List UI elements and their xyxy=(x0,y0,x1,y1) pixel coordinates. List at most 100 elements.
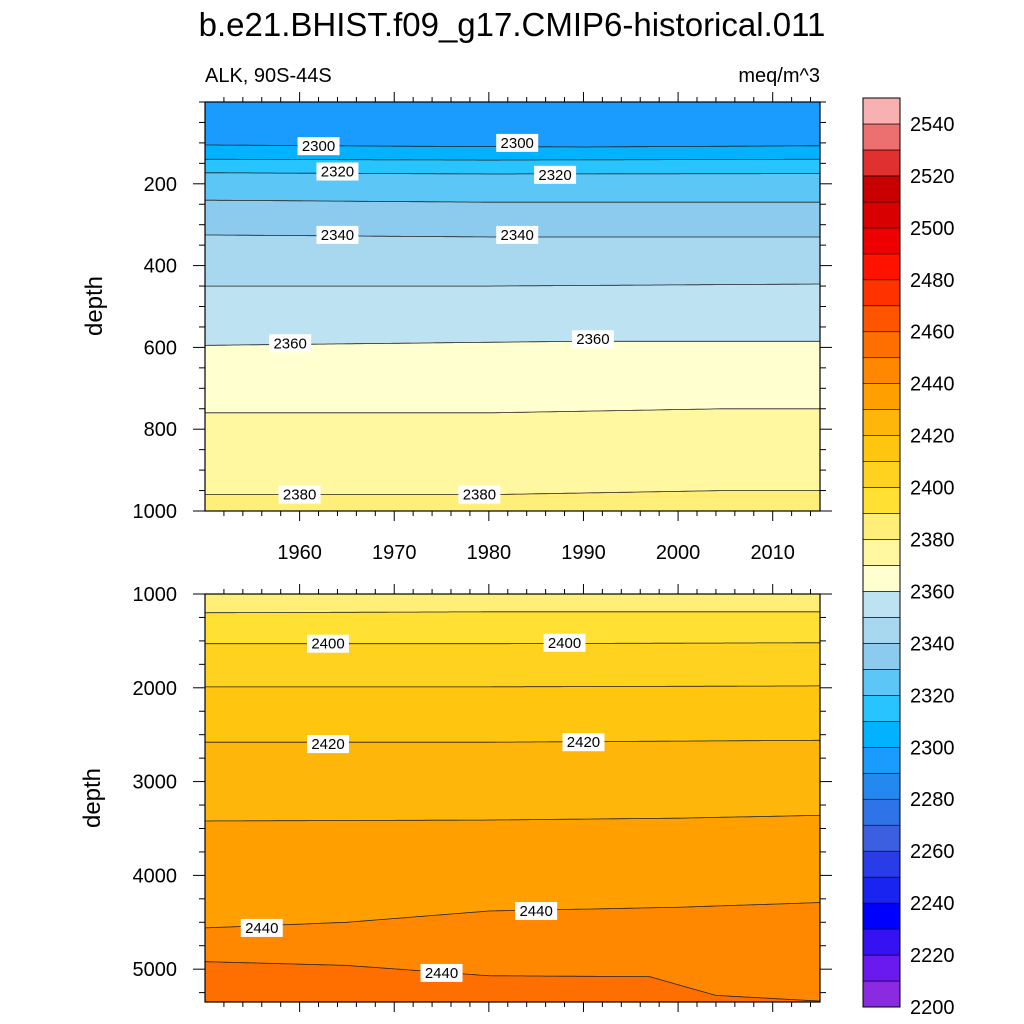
colorbar-tick-label: 2380 xyxy=(910,530,955,552)
contour-label: 2440 xyxy=(420,963,463,982)
colorbar-swatch xyxy=(862,669,901,696)
svg-text:2440: 2440 xyxy=(425,965,458,982)
colorbar-tick-label: 2540 xyxy=(910,114,955,136)
units-label: meq/m^3 xyxy=(738,65,820,87)
colorbar-swatch xyxy=(862,746,901,774)
colorbar-swatch xyxy=(862,772,901,800)
svg-text:2420: 2420 xyxy=(311,736,344,753)
colorbar-tick-label: 2500 xyxy=(910,218,955,240)
contour-label: 2440 xyxy=(240,918,283,937)
svg-text:2440: 2440 xyxy=(519,903,552,920)
colorbar-swatch xyxy=(862,331,901,359)
y-tick-label: 600 xyxy=(144,337,177,359)
contour-label: 2340 xyxy=(316,225,359,244)
colorbar-tick-label: 2200 xyxy=(910,997,955,1019)
y-tick-label: 3000 xyxy=(133,772,178,794)
colorbar-swatch xyxy=(862,876,901,904)
colorbar-swatch xyxy=(862,954,901,982)
colorbar-swatch xyxy=(862,461,901,488)
colorbar-tick-label: 2260 xyxy=(910,841,955,863)
colorbar-swatch xyxy=(862,539,901,566)
contour-label: 2300 xyxy=(496,133,539,152)
lower-contour-panel: 2400 2400 2420 2420 2440 2440 2440 1000 2000 3000… xyxy=(133,584,832,1012)
left-subtitle: ALK, 90S-44S xyxy=(205,65,332,87)
contour-label: 2300 xyxy=(297,137,340,156)
plot-frame xyxy=(204,593,821,1003)
colorbar-tick-label: 2480 xyxy=(910,270,955,292)
svg-text:2400: 2400 xyxy=(548,635,581,652)
svg-text:2380: 2380 xyxy=(283,487,316,504)
colorbar-swatch xyxy=(862,201,901,229)
colorbar-swatch xyxy=(862,279,901,307)
x-tick-label: 2010 xyxy=(750,542,795,564)
x-tick-label: 1970 xyxy=(372,542,417,564)
colorbar-frame xyxy=(862,97,901,1008)
contour-label: 2400 xyxy=(307,634,349,653)
colorbar-swatch xyxy=(862,227,901,255)
colorbar-tick-label: 2360 xyxy=(910,581,955,603)
colorbar-swatch xyxy=(862,617,901,644)
colorbar-tick-label: 2460 xyxy=(910,322,955,344)
y-tick-label: 1000 xyxy=(133,584,178,606)
contour-line-2330 xyxy=(205,199,820,203)
colorbar-tick-label: 2320 xyxy=(910,685,955,707)
contour-label: 2380 xyxy=(278,485,321,504)
contour-label: 2320 xyxy=(316,162,359,181)
contour-line-2430 xyxy=(205,815,820,822)
y-tick-label: 800 xyxy=(144,419,177,441)
colorbar: 2200 2220 2240 2260 2280 2300 2320 2340 2360 2380… xyxy=(862,97,955,1019)
contour-line-2390 xyxy=(204,611,820,614)
colorbar-tick-label: 2300 xyxy=(910,737,955,759)
colorbar-swatch xyxy=(862,175,901,203)
contour-label: 2340 xyxy=(496,225,539,244)
colorbar-swatch xyxy=(862,928,901,956)
colorbar-tick-label: 2340 xyxy=(910,633,955,655)
colorbar-swatch xyxy=(862,123,901,151)
contour-band-2380 xyxy=(205,490,820,511)
x-tick-label: 1980 xyxy=(467,542,512,564)
contour-line-2310 xyxy=(205,158,820,161)
svg-text:2300: 2300 xyxy=(501,135,534,152)
y-tick-label: 4000 xyxy=(133,865,178,887)
contour-label: 2440 xyxy=(515,902,558,921)
contour-band-2370 xyxy=(205,408,820,511)
lower-y-axis-label: depth xyxy=(79,768,106,828)
svg-text:2440: 2440 xyxy=(245,920,278,937)
contour-line-2450 xyxy=(204,961,821,1002)
svg-text:2400: 2400 xyxy=(311,636,344,653)
svg-text:2300: 2300 xyxy=(302,138,335,155)
svg-text:2380: 2380 xyxy=(463,487,496,504)
svg-text:2320: 2320 xyxy=(321,164,354,181)
colorbar-tick-label: 2400 xyxy=(910,478,955,500)
colorbar-swatch xyxy=(862,149,901,177)
colorbar-tick-label: 2240 xyxy=(910,893,955,915)
contour-label: 2420 xyxy=(307,735,349,754)
colorbar-swatch xyxy=(862,565,901,592)
colorbar-swatch xyxy=(862,513,901,540)
contour-line-2410 xyxy=(205,685,820,688)
svg-text:2360: 2360 xyxy=(273,335,306,352)
svg-text:2420: 2420 xyxy=(567,734,600,751)
contour-label: 2360 xyxy=(269,334,312,353)
contour-line-2440 xyxy=(204,902,821,929)
contour-label: 2400 xyxy=(543,633,586,652)
svg-text:2360: 2360 xyxy=(576,331,609,348)
y-tick-label: 200 xyxy=(144,174,177,196)
contour-line-2350 xyxy=(205,283,820,287)
colorbar-tick-label: 2280 xyxy=(910,789,955,811)
svg-text:2340: 2340 xyxy=(321,227,354,244)
colorbar-swatch xyxy=(862,695,901,722)
y-tick-label: 2000 xyxy=(133,678,178,700)
colorbar-swatch xyxy=(862,721,901,748)
colorbar-tick-label: 2520 xyxy=(910,166,955,188)
contour-band-2450 xyxy=(205,961,820,1002)
x-tick-label: 1960 xyxy=(277,542,322,564)
colorbar-tick-label: 2420 xyxy=(910,426,955,448)
y-tick-label: 5000 xyxy=(133,959,178,981)
contour-label: 2320 xyxy=(534,165,577,184)
svg-text:2340: 2340 xyxy=(501,227,534,244)
colorbar-swatch xyxy=(862,591,901,618)
upper-y-axis-label: depth xyxy=(81,276,108,336)
contour-line-2320 xyxy=(205,172,820,175)
